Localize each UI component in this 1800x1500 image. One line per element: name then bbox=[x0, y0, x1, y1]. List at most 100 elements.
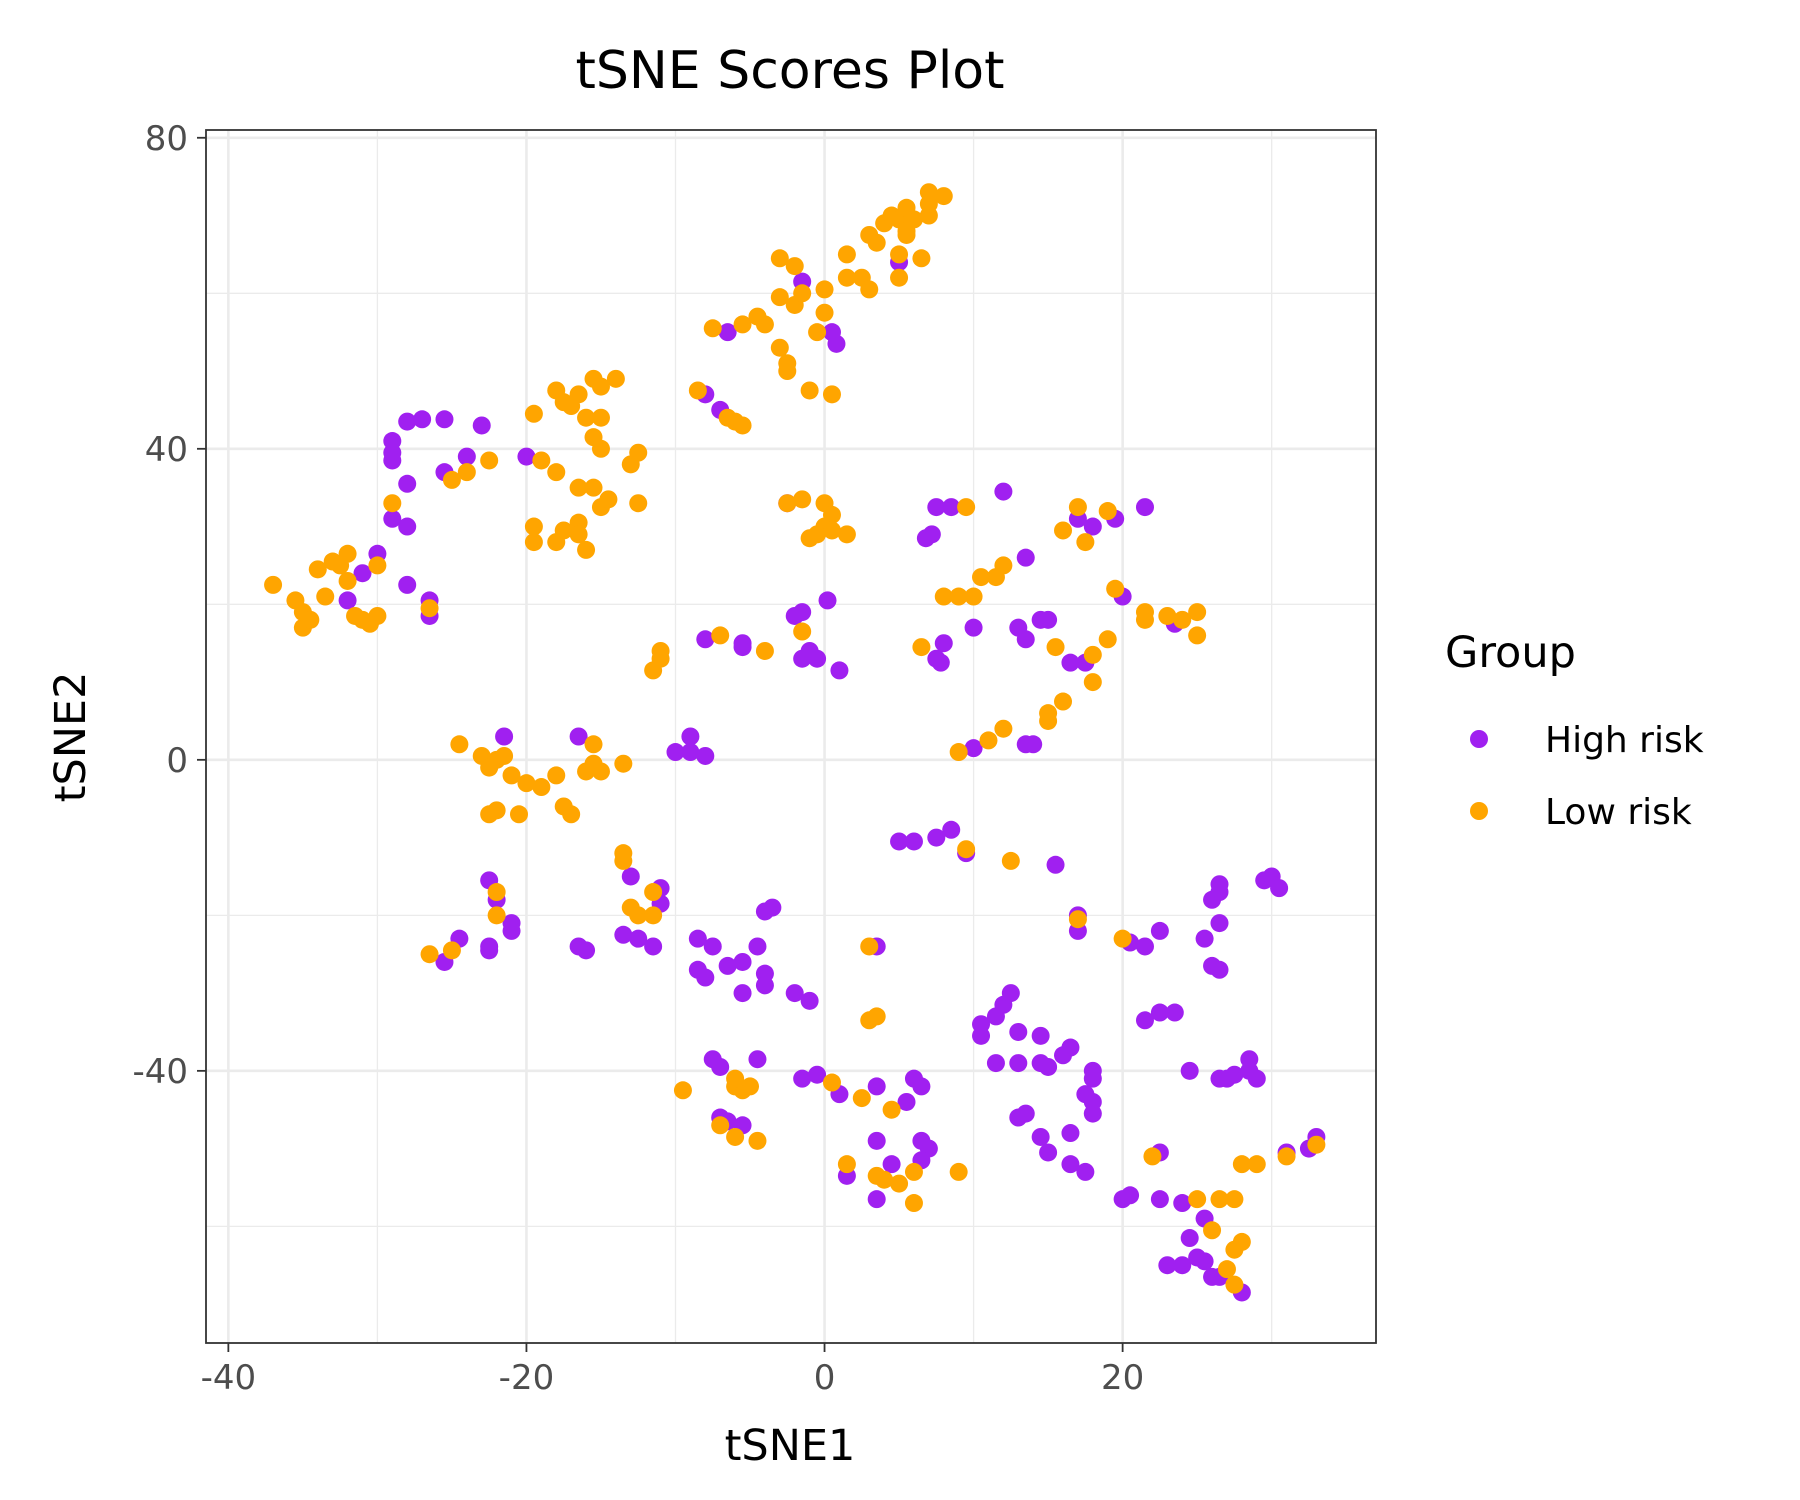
point-low-risk bbox=[547, 766, 566, 785]
plot-panel bbox=[205, 129, 1377, 1344]
point-low-risk bbox=[711, 626, 730, 645]
point-high-risk bbox=[569, 727, 588, 746]
point-low-risk bbox=[755, 315, 774, 334]
point-high-risk bbox=[942, 498, 961, 517]
point-low-risk bbox=[316, 587, 335, 606]
point-high-risk bbox=[629, 929, 648, 948]
point-low-risk bbox=[793, 622, 812, 641]
point-low-risk bbox=[644, 906, 663, 925]
point-high-risk bbox=[1210, 914, 1229, 933]
point-low-risk bbox=[1173, 610, 1192, 629]
point-low-risk bbox=[770, 288, 789, 307]
point-low-risk bbox=[979, 731, 998, 750]
point-high-risk bbox=[793, 603, 812, 622]
y-tick-label: 80 bbox=[145, 119, 188, 159]
point-high-risk bbox=[808, 649, 827, 668]
point-low-risk bbox=[860, 937, 879, 956]
point-low-risk bbox=[994, 556, 1013, 575]
point-high-risk bbox=[383, 451, 402, 470]
point-low-risk bbox=[338, 571, 357, 590]
point-low-risk bbox=[822, 505, 841, 524]
point-low-risk bbox=[904, 1194, 923, 1213]
point-high-risk bbox=[1195, 929, 1214, 948]
point-low-risk bbox=[994, 719, 1013, 738]
point-high-risk bbox=[867, 1131, 886, 1150]
point-low-risk bbox=[837, 245, 856, 264]
point-low-risk bbox=[733, 416, 752, 435]
point-high-risk bbox=[1121, 1186, 1140, 1205]
point-high-risk bbox=[733, 638, 752, 657]
point-low-risk bbox=[1001, 851, 1020, 870]
point-high-risk bbox=[927, 498, 946, 517]
point-low-risk bbox=[770, 338, 789, 357]
point-low-risk bbox=[1232, 1155, 1251, 1174]
chart-title: tSNE Scores Plot bbox=[576, 41, 1005, 101]
point-low-risk bbox=[957, 840, 976, 859]
point-high-risk bbox=[1210, 875, 1229, 894]
point-low-risk bbox=[733, 315, 752, 334]
point-high-risk bbox=[1061, 1155, 1080, 1174]
point-high-risk bbox=[1180, 1229, 1199, 1248]
point-high-risk bbox=[681, 727, 700, 746]
minor-gridlines bbox=[206, 130, 1376, 1343]
point-high-risk bbox=[1180, 1061, 1199, 1080]
point-high-risk bbox=[1083, 1104, 1102, 1123]
point-low-risk bbox=[1188, 1190, 1207, 1209]
point-low-risk bbox=[822, 521, 841, 540]
point-low-risk bbox=[726, 1069, 745, 1088]
point-high-risk bbox=[502, 914, 521, 933]
point-high-risk bbox=[1016, 1104, 1035, 1123]
point-high-risk bbox=[890, 832, 909, 851]
point-low-risk bbox=[778, 494, 797, 513]
point-low-risk bbox=[673, 1081, 692, 1100]
point-low-risk bbox=[1225, 1190, 1244, 1209]
x-axis: -40 -20 0 20 bbox=[201, 1343, 1144, 1398]
point-low-risk bbox=[972, 568, 991, 587]
point-low-risk bbox=[1188, 626, 1207, 645]
point-high-risk bbox=[904, 832, 923, 851]
point-low-risk bbox=[614, 844, 633, 863]
point-low-risk bbox=[837, 525, 856, 544]
point-low-risk bbox=[651, 649, 670, 668]
point-high-risk bbox=[1024, 735, 1043, 754]
point-high-risk bbox=[867, 1077, 886, 1096]
point-low-risk bbox=[1083, 645, 1102, 664]
point-low-risk bbox=[495, 746, 514, 765]
point-low-risk bbox=[964, 587, 983, 606]
point-low-risk bbox=[726, 1127, 745, 1146]
point-high-risk bbox=[1165, 1003, 1184, 1022]
point-high-risk bbox=[748, 1050, 767, 1069]
x-tick-label: -20 bbox=[499, 1358, 555, 1398]
point-high-risk bbox=[383, 509, 402, 528]
point-low-risk bbox=[1039, 704, 1058, 723]
point-low-risk bbox=[509, 805, 528, 824]
point-low-risk bbox=[524, 517, 543, 536]
point-high-risk bbox=[703, 937, 722, 956]
point-high-risk bbox=[1039, 610, 1058, 629]
point-low-risk bbox=[808, 323, 827, 342]
point-low-risk bbox=[591, 762, 610, 781]
point-low-risk bbox=[591, 408, 610, 427]
point-low-risk bbox=[912, 638, 931, 657]
point-low-risk bbox=[770, 249, 789, 268]
point-low-risk bbox=[487, 801, 506, 820]
legend-key-high-risk bbox=[1470, 730, 1488, 748]
point-low-risk bbox=[949, 1162, 968, 1181]
point-low-risk bbox=[949, 743, 968, 762]
point-low-risk bbox=[1188, 603, 1207, 622]
point-high-risk bbox=[457, 447, 476, 466]
point-high-risk bbox=[1270, 879, 1289, 898]
point-low-risk bbox=[383, 494, 402, 513]
point-low-risk bbox=[1076, 533, 1095, 552]
point-low-risk bbox=[420, 599, 439, 618]
legend: Group High risk Low risk bbox=[1445, 628, 1704, 833]
point-high-risk bbox=[398, 517, 417, 536]
point-low-risk bbox=[860, 280, 879, 299]
y-axis-title: tSNE2 bbox=[46, 672, 96, 803]
point-high-risk bbox=[927, 828, 946, 847]
point-low-risk bbox=[934, 187, 953, 206]
point-low-risk bbox=[1217, 1260, 1236, 1279]
point-low-risk bbox=[748, 1131, 767, 1150]
point-high-risk bbox=[644, 937, 663, 956]
